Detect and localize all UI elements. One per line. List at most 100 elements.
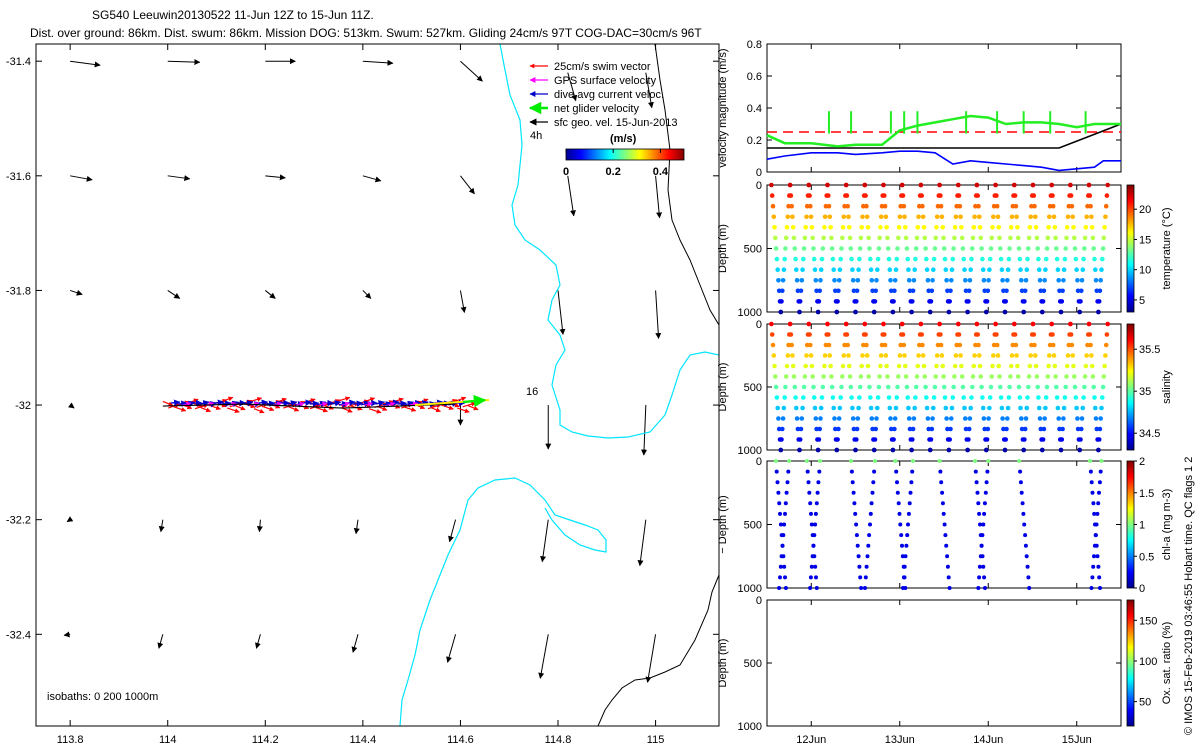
profile-point <box>904 246 910 251</box>
profile-point <box>773 235 778 241</box>
profile-point <box>894 395 900 400</box>
profile-point <box>998 246 1003 251</box>
profile-point <box>1071 225 1076 230</box>
chl-point <box>783 586 788 590</box>
profile-point <box>1036 395 1041 400</box>
chl-point <box>976 501 981 506</box>
profile-point <box>1040 447 1045 453</box>
profile-point <box>841 214 847 220</box>
profile-point <box>875 395 881 400</box>
chl-point <box>981 564 986 569</box>
profile-point <box>829 384 835 390</box>
swim-vector <box>261 405 275 412</box>
chl-point <box>873 459 877 463</box>
chl-point <box>782 564 787 569</box>
profile-point <box>1087 332 1093 337</box>
profile-point <box>960 246 966 251</box>
profile-point <box>1036 267 1042 273</box>
profile-point <box>1015 363 1020 369</box>
chl-point <box>893 459 898 463</box>
profile-point <box>905 256 910 262</box>
profile-point <box>1036 405 1042 411</box>
glider-path <box>162 403 456 409</box>
profile-point <box>790 363 796 369</box>
profile-point <box>1049 182 1054 188</box>
chl-point <box>900 543 904 548</box>
profile-point <box>979 384 984 390</box>
profile-point <box>1008 235 1013 241</box>
profile-point <box>903 225 908 230</box>
title-line1: SG540 Leeuwin20130522 11-Jun 12Z to 15-J… <box>92 8 374 22</box>
profile-point <box>1023 416 1029 421</box>
profile-point <box>948 426 953 432</box>
profile-point <box>906 267 911 273</box>
profile-point <box>850 278 856 283</box>
sfc-geo-arrow <box>63 631 71 638</box>
profile-point <box>832 278 837 283</box>
profile-point <box>776 416 781 421</box>
profile-point <box>923 246 928 251</box>
profile-point <box>886 256 892 262</box>
profile-point <box>1017 256 1023 262</box>
profile-point <box>906 405 911 411</box>
profile-point <box>854 426 860 432</box>
profile-point <box>1079 416 1085 421</box>
profile-point <box>1037 416 1043 421</box>
profile-point <box>884 225 889 230</box>
legend-label: GPS surface velocity <box>554 75 657 87</box>
profile-point <box>988 384 994 390</box>
sfc-geo-arrow <box>567 175 576 217</box>
chl-point <box>898 522 903 527</box>
profile-point <box>888 278 893 283</box>
profile-point <box>1027 363 1033 369</box>
sfc-geo-arrow <box>157 634 164 649</box>
profile-point <box>978 235 984 241</box>
profile-point <box>950 395 956 400</box>
profile-point <box>809 363 815 369</box>
profile-point <box>943 267 949 273</box>
ytick-label: 0.2 <box>747 135 762 147</box>
profile-point <box>794 267 799 273</box>
profile-point <box>800 405 805 411</box>
profile-point <box>778 447 784 453</box>
profile-point <box>1075 278 1080 283</box>
profile-point <box>882 193 887 198</box>
profile-point <box>967 278 973 283</box>
profile-point <box>878 353 884 358</box>
profile-point <box>780 416 786 421</box>
profile-point <box>930 416 935 421</box>
profile-point <box>890 447 896 453</box>
profile-point <box>864 214 870 220</box>
profile-point <box>976 342 981 348</box>
profile-point <box>857 256 862 262</box>
sfc-geo-arrow <box>351 634 359 653</box>
profile-point <box>1022 299 1027 304</box>
chl-point <box>863 575 868 580</box>
chl-point <box>858 575 863 580</box>
chl-point <box>1097 490 1101 495</box>
map-ytick-label: -32.4 <box>6 629 31 641</box>
profile-point <box>1005 278 1010 283</box>
profile-point <box>1025 256 1030 262</box>
profile-point <box>1059 299 1065 304</box>
chl-point <box>863 586 867 590</box>
profile-point <box>974 321 980 327</box>
profile-point <box>866 374 871 379</box>
profile-point <box>787 321 793 327</box>
legend-label: 25cm/s swim vector <box>554 61 651 73</box>
swim-vector <box>315 406 328 413</box>
chl-point <box>982 511 987 516</box>
profile-point <box>1082 384 1087 390</box>
profile-point <box>1065 353 1071 358</box>
chl-point <box>773 459 778 463</box>
profile-point <box>785 353 791 358</box>
chl-point <box>782 522 787 527</box>
profile-point <box>953 353 959 358</box>
profile-point <box>877 235 882 241</box>
chl-point <box>807 490 812 495</box>
profile-point <box>958 214 963 220</box>
profile-point <box>831 267 836 273</box>
profile-point <box>974 182 980 188</box>
map-xtick-label: 114.2 <box>252 734 279 746</box>
profile-point <box>847 235 853 241</box>
